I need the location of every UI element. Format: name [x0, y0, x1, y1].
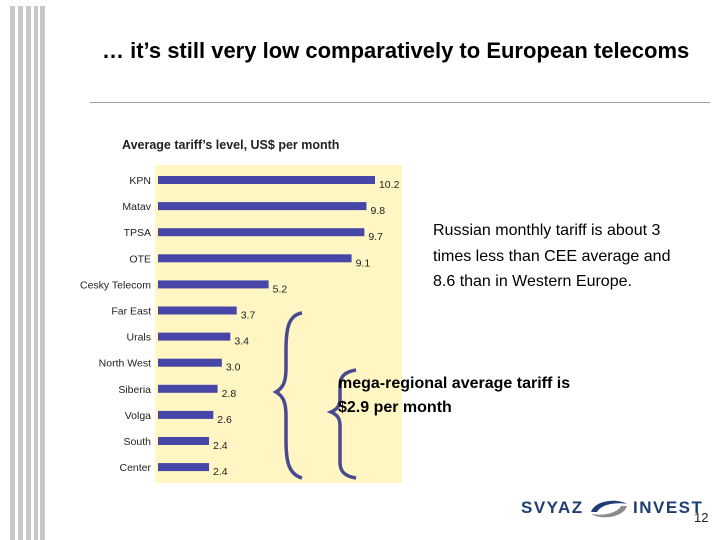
value-label-6: 3.4	[234, 336, 249, 348]
bracket-left	[272, 311, 303, 480]
category-label-8: Siberia	[118, 384, 151, 396]
category-label-4: Cesky Telecom	[80, 279, 151, 291]
value-label-11: 2.4	[213, 466, 228, 478]
bracket-right	[326, 368, 357, 480]
title-divider	[90, 102, 710, 103]
tariff-comparison-note: Russian monthly tariff is about 3 times …	[433, 222, 671, 290]
value-label-8: 2.8	[222, 388, 237, 400]
category-label-6: Urals	[126, 332, 151, 344]
value-label-5: 3.7	[241, 310, 256, 322]
page-number: 12	[694, 510, 709, 525]
value-label-7: 3.0	[226, 362, 241, 374]
value-label-3: 9.1	[356, 257, 371, 269]
logo-text-right: INVEST	[633, 498, 704, 517]
bar-1	[158, 202, 367, 211]
bar-11	[158, 463, 210, 472]
slide-title: … it’s still very low comparatively to E…	[102, 38, 690, 63]
category-label-2: TPSA	[124, 227, 151, 239]
value-label-0: 10.2	[379, 179, 400, 191]
bar-0	[158, 176, 375, 184]
bar-10	[158, 437, 210, 445]
bar-8	[158, 384, 218, 393]
value-label-4: 5.2	[273, 283, 288, 295]
category-label-5: Far East	[111, 306, 151, 318]
chart-title: Average tariff’s level, US$ per month	[122, 138, 340, 152]
bar-2	[158, 228, 365, 237]
decorative-stripes	[0, 0, 48, 540]
bar-9	[158, 410, 214, 419]
category-label-0: KPN	[129, 175, 151, 187]
category-label-3: OTE	[129, 253, 151, 265]
value-label-9: 2.6	[217, 414, 232, 426]
value-label-1: 9.8	[370, 205, 385, 217]
bar-4	[158, 280, 269, 289]
bar-7	[158, 358, 222, 367]
logo-swirl-icon	[591, 500, 627, 518]
category-label-7: North West	[99, 358, 151, 370]
bar-3	[158, 254, 352, 263]
value-label-10: 2.4	[213, 440, 228, 452]
plot-area	[155, 165, 402, 483]
bar-5	[158, 306, 237, 315]
bar-6	[158, 332, 231, 341]
mega-regional-average-label: mega-regional average tariff is $2.9 per…	[338, 375, 571, 416]
category-label-1: Matav	[122, 201, 151, 213]
svyazinvest-logo: SVYAZ INVEST	[519, 494, 702, 524]
logo-text-left: SVYAZ	[521, 498, 584, 517]
value-label-2: 9.7	[368, 231, 383, 243]
category-label-11: Center	[119, 462, 151, 474]
category-label-10: South	[124, 436, 152, 448]
category-label-9: Volga	[125, 410, 151, 422]
